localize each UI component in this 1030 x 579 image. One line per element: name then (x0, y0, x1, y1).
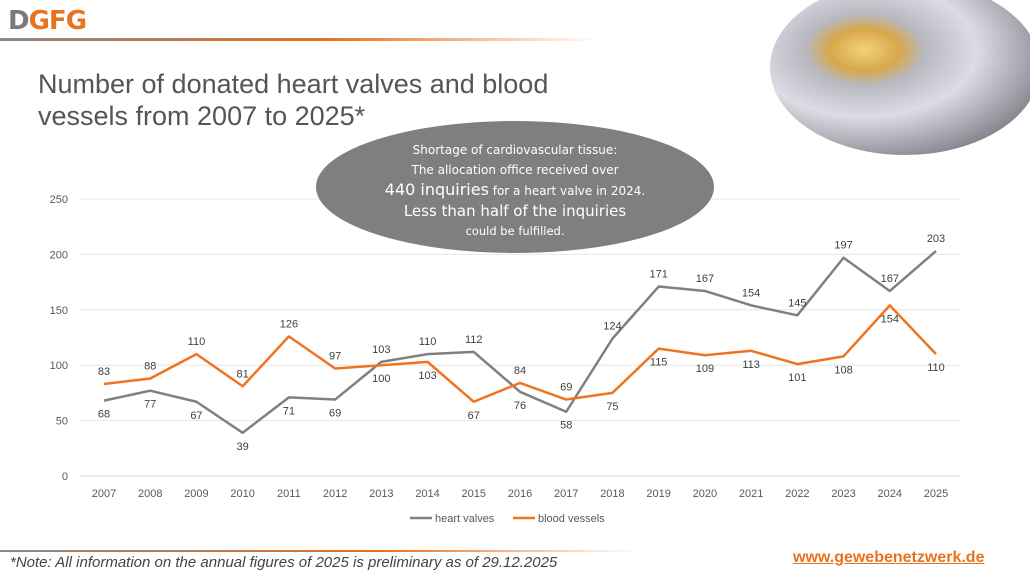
data-label: 88 (144, 360, 156, 372)
x-tick-label: 2024 (878, 488, 902, 500)
data-label: 103 (418, 370, 436, 382)
data-label: 67 (468, 410, 480, 422)
x-tick-label: 2007 (92, 488, 116, 500)
heart-valve-photo (770, 0, 1030, 155)
data-label: 126 (280, 318, 298, 330)
data-label: 109 (696, 363, 714, 375)
x-tick-label: 2017 (554, 488, 578, 500)
data-label: 58 (560, 420, 572, 432)
data-label: 154 (742, 287, 760, 299)
x-tick-label: 2013 (369, 488, 393, 500)
page-title: Number of donated heart valves and blood… (38, 69, 549, 131)
heart-valves-line (103, 250, 937, 435)
y-tick-label: 0 (62, 471, 68, 483)
data-label: 197 (834, 240, 852, 252)
x-tick-label: 2022 (785, 488, 809, 500)
dgfg-logo: DGFG (8, 6, 87, 36)
x-tick-label: 2008 (138, 488, 162, 500)
legend-label: heart valves (435, 513, 495, 525)
callout-bubble: Shortage of cardiovascular tissue: The a… (316, 121, 714, 253)
data-label: 112 (465, 334, 483, 346)
x-tick-label: 2023 (831, 488, 855, 500)
data-label: 113 (742, 359, 760, 371)
y-tick-label: 250 (50, 194, 68, 206)
x-tick-label: 2018 (600, 488, 624, 500)
data-label: 77 (144, 399, 156, 411)
x-tick-label: 2016 (508, 488, 532, 500)
y-tick-label: 100 (50, 360, 68, 372)
x-tick-label: 2020 (693, 488, 717, 500)
data-label: 171 (649, 269, 667, 281)
callout-line4: Less than half of the inquiries (403, 202, 627, 220)
website-link[interactable]: www.gewebenetzwerk.de (793, 549, 985, 566)
y-tick-label: 150 (50, 305, 68, 317)
callout-line3: 440 inquiries for a heart valve in 2024. (316, 180, 714, 201)
data-label: 39 (237, 441, 249, 453)
x-tick-label: 2025 (924, 488, 948, 500)
x-tick-label: 2021 (739, 488, 763, 500)
data-label: 145 (788, 297, 806, 309)
x-tick-label: 2012 (323, 488, 347, 500)
blood-vessels-line (103, 304, 937, 404)
callout-line2: The allocation office received over (411, 163, 619, 177)
footnote: *Note: All information on the annual fig… (10, 554, 558, 571)
data-label: 67 (190, 410, 202, 422)
data-label: 97 (329, 351, 341, 363)
data-label: 124 (603, 321, 621, 333)
y-tick-label: 200 (50, 249, 68, 261)
data-label: 110 (419, 336, 437, 348)
footer-divider (0, 550, 640, 552)
data-label: 69 (329, 408, 341, 420)
data-label: 71 (283, 405, 295, 417)
data-label: 75 (606, 401, 618, 413)
data-label: 68 (98, 409, 110, 421)
data-label: 103 (372, 344, 390, 356)
data-label: 108 (834, 364, 852, 376)
data-label: 81 (237, 368, 249, 380)
data-label: 101 (788, 372, 806, 384)
callout-line5: could be fulfilled. (465, 224, 565, 238)
x-tick-label: 2014 (415, 488, 439, 500)
header-divider (0, 38, 600, 41)
data-label: 203 (927, 233, 945, 245)
callout-line3-big: 440 inquiries (384, 180, 489, 199)
data-label: 110 (188, 336, 206, 348)
x-tick-label: 2015 (462, 488, 486, 500)
legend-label: blood vessels (538, 513, 605, 525)
x-tick-label: 2011 (277, 488, 301, 500)
data-label: 100 (372, 373, 390, 385)
data-label: 154 (881, 313, 899, 325)
data-label: 110 (927, 362, 945, 374)
data-label: 167 (696, 273, 714, 285)
data-label: 115 (650, 357, 668, 369)
callout-line1: Shortage of cardiovascular tissue: (412, 143, 618, 157)
callout-line3-small: for a heart valve in 2024. (488, 184, 646, 198)
data-label: 84 (514, 365, 526, 377)
data-label: 69 (560, 382, 572, 394)
y-tick-label: 50 (56, 416, 68, 428)
data-label: 83 (98, 366, 110, 378)
x-tick-label: 2009 (184, 488, 208, 500)
x-tick-label: 2019 (646, 488, 670, 500)
data-label: 76 (514, 400, 526, 412)
x-tick-label: 2010 (230, 488, 254, 500)
data-label: 167 (881, 273, 899, 285)
